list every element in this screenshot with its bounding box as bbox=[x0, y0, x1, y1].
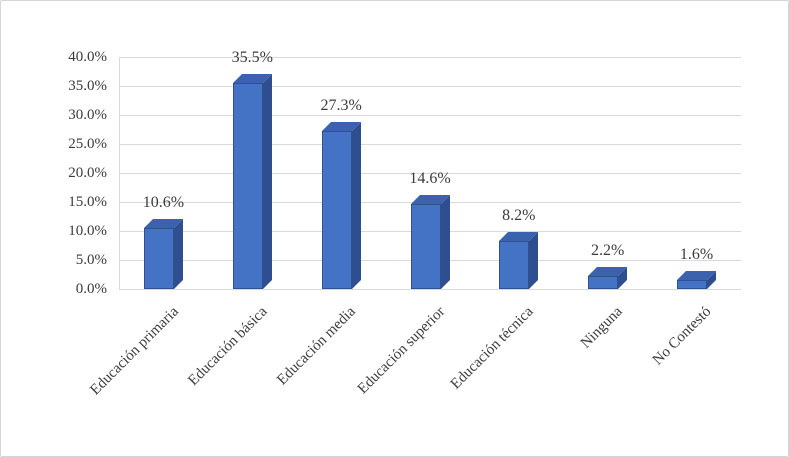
bar bbox=[588, 276, 619, 289]
y-axis-tick-label: 20.0% bbox=[68, 165, 107, 181]
bar bbox=[321, 130, 352, 289]
y-axis-line bbox=[119, 57, 120, 289]
bar-side-face bbox=[173, 218, 183, 289]
gridline bbox=[119, 289, 741, 290]
bar bbox=[143, 227, 174, 289]
bar-side-face bbox=[262, 74, 272, 289]
bar-value-label: 14.6% bbox=[409, 170, 451, 188]
gridline bbox=[119, 115, 741, 116]
bar-side-face bbox=[440, 195, 450, 289]
gridline bbox=[119, 57, 741, 58]
bar-value-label: 35.5% bbox=[231, 49, 273, 67]
x-axis-category-label: No Contestó bbox=[649, 303, 715, 369]
y-axis-tick-label: 0.0% bbox=[75, 281, 107, 297]
bar-value-label: 27.3% bbox=[320, 96, 362, 114]
y-axis-tick-label: 25.0% bbox=[68, 136, 107, 152]
gridline bbox=[119, 173, 741, 174]
x-axis-category-label: Educación primaria bbox=[86, 303, 182, 399]
y-axis-tick-label: 10.0% bbox=[68, 223, 107, 239]
y-axis-tick-label: 35.0% bbox=[68, 78, 107, 94]
x-axis-category-label: Educación básica bbox=[185, 303, 271, 389]
y-axis-tick-label: 5.0% bbox=[75, 252, 107, 268]
y-axis-tick-label: 30.0% bbox=[68, 107, 107, 123]
x-axis-category-label: Ninguna bbox=[577, 303, 626, 352]
gridline bbox=[119, 144, 741, 145]
bar bbox=[677, 279, 708, 289]
y-axis-tick-label: 40.0% bbox=[68, 49, 107, 65]
x-axis-category-label: Educación media bbox=[274, 303, 360, 389]
y-axis-tick-label: 15.0% bbox=[68, 194, 107, 210]
bar bbox=[410, 204, 441, 289]
bar bbox=[232, 83, 263, 289]
bar bbox=[499, 241, 530, 289]
bar-value-label: 1.6% bbox=[679, 245, 714, 263]
x-axis-category-label: Educación técnica bbox=[448, 303, 537, 393]
bar-side-face bbox=[529, 232, 539, 289]
bar-side-face bbox=[351, 121, 361, 289]
bar-value-label: 10.6% bbox=[142, 193, 185, 211]
bar-value-label: 8.2% bbox=[502, 207, 536, 225]
bar-value-label: 2.2% bbox=[591, 242, 625, 260]
x-axis-category-label: Educación superior bbox=[354, 303, 449, 398]
gridline bbox=[119, 86, 741, 87]
